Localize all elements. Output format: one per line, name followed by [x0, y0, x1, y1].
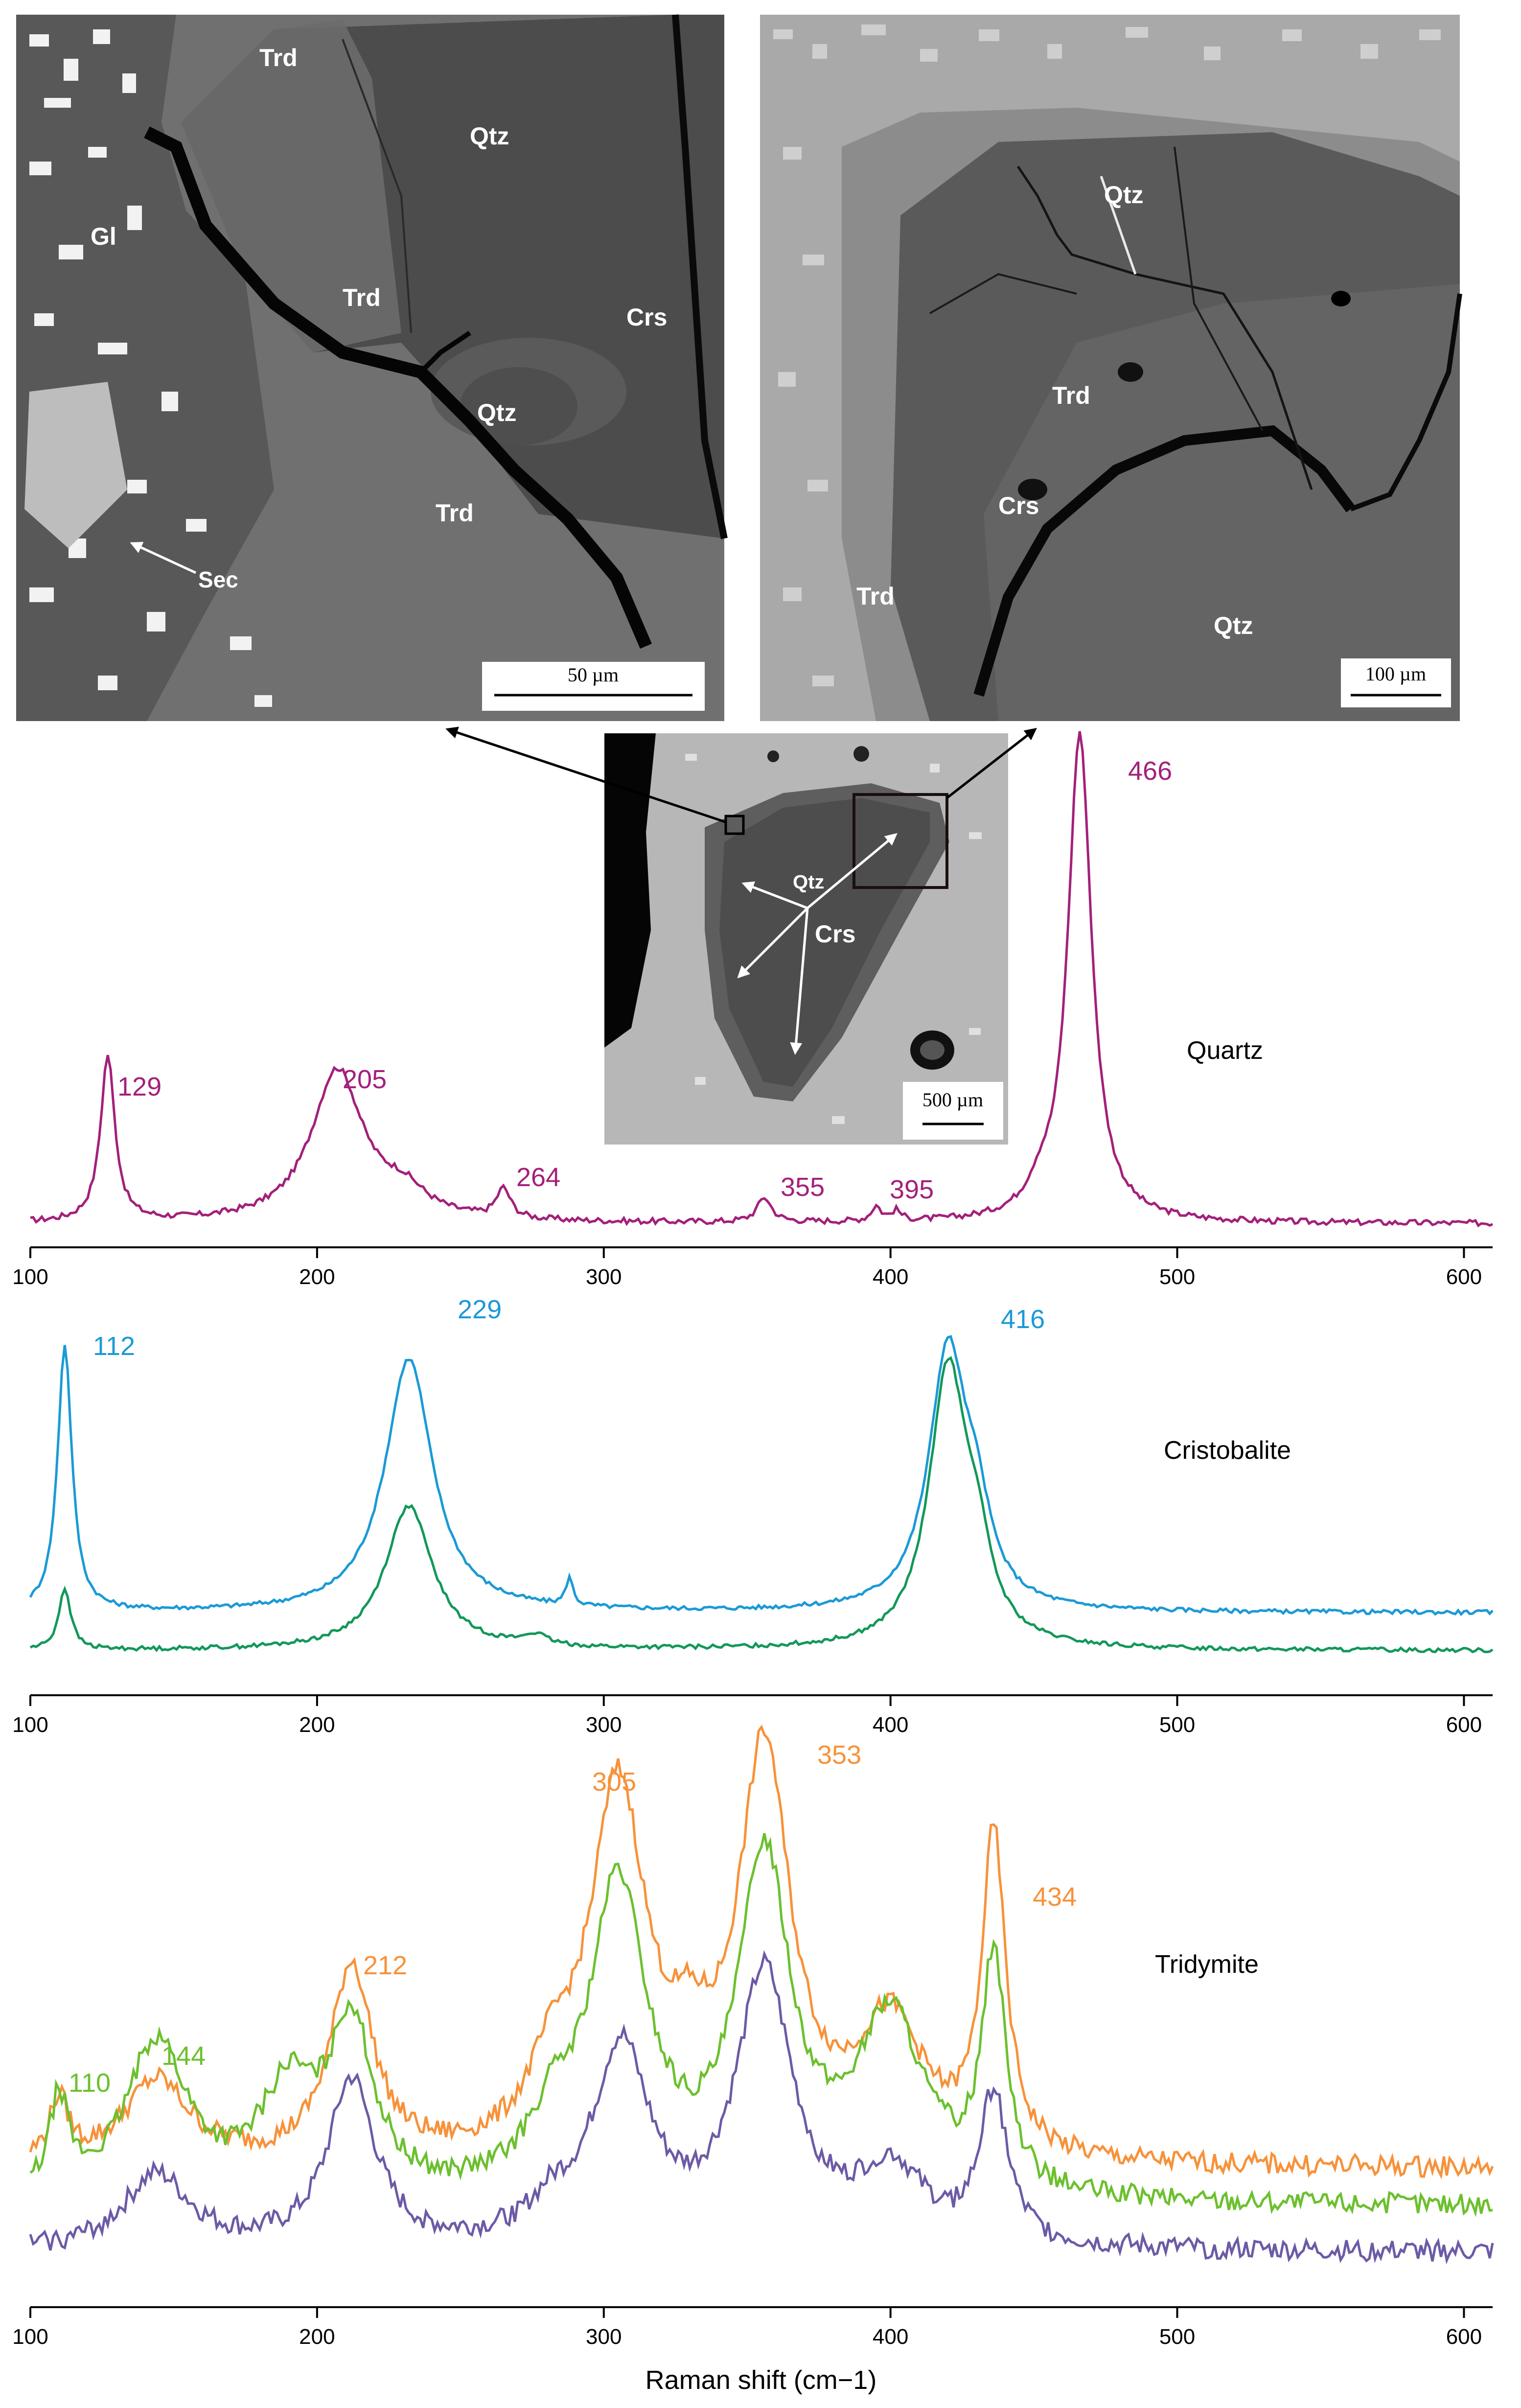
peak-label: 144 [161, 2041, 206, 2071]
left-label-qtz-2: Qtz [477, 399, 517, 426]
x-tick-label: 400 [873, 1265, 908, 1289]
sem-panel-right: Qtz Trd Crs Trd Qtz 100 µm [760, 15, 1462, 721]
peak-label: 129 [117, 1072, 161, 1101]
connector-arrow-left [445, 726, 727, 824]
cristobalite-spectrum: 100 200 300 400 500 600 Cristobalite 112 229 41… [12, 1295, 1494, 1737]
peak-label: 395 [890, 1175, 934, 1204]
quartz-mineral-label: Quartz [1187, 1036, 1263, 1065]
connector-arrow-right [946, 727, 1037, 799]
left-label-gl: Gl [91, 223, 116, 250]
peak-label: 205 [343, 1065, 387, 1094]
sem-panel-left: Trd Qtz Gl Trd Crs Qtz Trd Sec 50 µm [16, 14, 728, 721]
cristobalite-mineral-label: Cristobalite [1164, 1436, 1291, 1465]
peak-label: 355 [781, 1172, 825, 1202]
left-label-trd-3: Trd [436, 499, 474, 527]
center-arrows [737, 833, 898, 1055]
x-tick-label: 300 [586, 1713, 622, 1737]
peak-label: 416 [1001, 1305, 1045, 1334]
left-label-trd-1: Trd [259, 44, 298, 71]
left-label-qtz-1: Qtz [470, 122, 509, 150]
x-tick-label: 500 [1159, 1265, 1195, 1289]
center-label-qtz: Qtz [793, 871, 824, 893]
right-scale-bar: 100 µm [1341, 658, 1451, 707]
left-scale-text: 50 µm [568, 664, 619, 686]
left-scale-bar: 50 µm [482, 662, 705, 711]
peak-label: 229 [458, 1295, 502, 1324]
tridymite-spectrum: 100 200 300 400 500 600 Tridymite 110 144 212 30… [12, 1724, 1494, 2395]
peak-label: 353 [817, 1740, 861, 1770]
right-label-trd-2: Trd [856, 583, 895, 610]
right-label-trd-1: Trd [1052, 382, 1090, 409]
peak-label: 112 [93, 1332, 135, 1361]
peak-label: 212 [363, 1951, 407, 1980]
peak-label: 305 [592, 1767, 636, 1797]
x-tick-label: 600 [1446, 2325, 1482, 2349]
right-scale-text: 100 µm [1365, 663, 1426, 685]
x-tick-label: 100 [12, 1713, 48, 1737]
right-label-qtz-1: Qtz [1104, 181, 1144, 209]
tridymite-spectrum-line-purple [29, 1950, 1494, 2265]
left-label-crs: Crs [626, 304, 667, 331]
peak-label: 466 [1128, 756, 1172, 786]
tridymite-mineral-label: Tridymite [1155, 1950, 1259, 1979]
center-scale-bar: 500 µm [903, 1082, 1003, 1140]
cristobalite-spectrum-line-1 [29, 1335, 1494, 1616]
x-tick-label: 600 [1446, 1265, 1482, 1289]
right-label-crs: Crs [998, 492, 1039, 519]
center-scale-text: 500 µm [922, 1089, 983, 1111]
x-tick-label: 200 [299, 1713, 335, 1737]
x-tick-label: 500 [1159, 1713, 1195, 1737]
cristobalite-spectrum-line-2 [29, 1356, 1494, 1654]
left-sec-arrow [130, 542, 197, 574]
tridymite-spectrum-line-orange [29, 1724, 1494, 2180]
x-tick-label: 200 [299, 2325, 335, 2349]
x-tick-label: 500 [1159, 2325, 1195, 2349]
quartz-spectrum-line [30, 731, 1494, 1228]
sem-panel-center: Qtz Crs 500 µm [604, 733, 1008, 1145]
x-tick-label: 400 [873, 1713, 908, 1737]
left-label-sec: Sec [198, 567, 238, 592]
right-label-qtz-2: Qtz [1214, 612, 1253, 639]
x-tick-label: 300 [586, 1265, 622, 1289]
x-tick-label: 100 [12, 2325, 48, 2349]
peak-label: 264 [516, 1163, 560, 1192]
peak-label: 110 [69, 2068, 111, 2098]
left-label-trd-2: Trd [343, 284, 381, 311]
tridymite-spectrum-line-green [29, 1833, 1493, 2218]
x-tick-label: 100 [12, 1265, 48, 1289]
x-axis-title: Raman shift (cm−1) [645, 2365, 877, 2395]
x-tick-label: 400 [873, 2325, 908, 2349]
x-tick-label: 200 [299, 1265, 335, 1289]
peak-label: 434 [1033, 1882, 1077, 1912]
x-tick-label: 300 [586, 2325, 622, 2349]
quartz-spectrum: 100 200 300 400 500 600 Quartz 129 205 264 355 39… [12, 731, 1494, 1289]
x-tick-label: 600 [1446, 1713, 1482, 1737]
center-label-crs: Crs [815, 920, 855, 948]
